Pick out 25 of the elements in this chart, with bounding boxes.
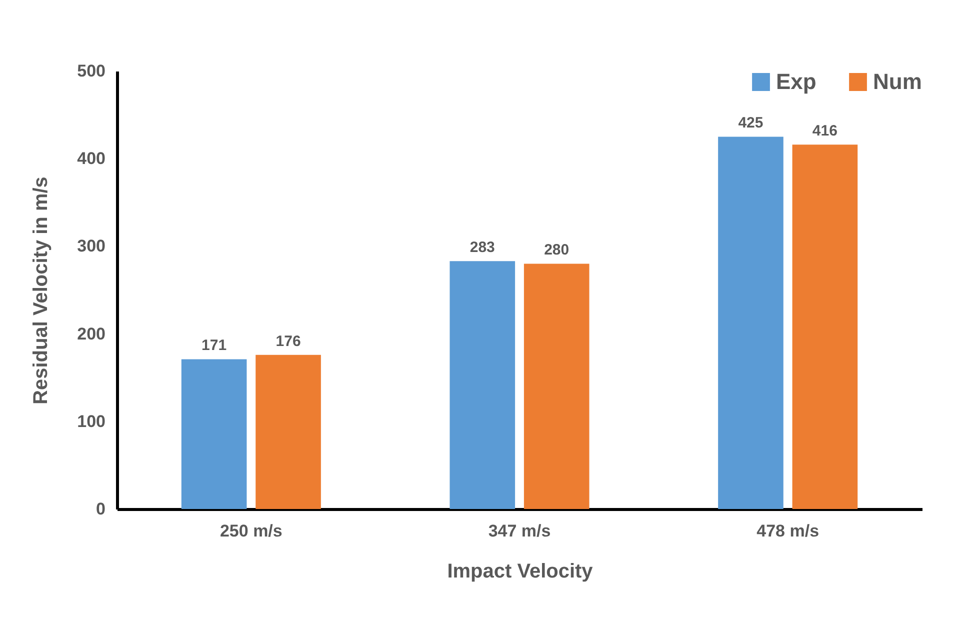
x-tick-label: 347 m/s bbox=[488, 522, 551, 540]
y-tick-label: 0 bbox=[96, 500, 106, 518]
y-axis-title: Residual Velocity in m/s bbox=[30, 176, 52, 404]
bar bbox=[450, 261, 516, 509]
data-label: 280 bbox=[544, 242, 570, 259]
x-axis-title: Impact Velocity bbox=[447, 560, 594, 582]
bar bbox=[718, 136, 784, 509]
data-label: 425 bbox=[738, 114, 764, 132]
y-tick-label: 200 bbox=[77, 324, 106, 344]
y-tick-label: 500 bbox=[77, 62, 106, 80]
y-tick-label: 100 bbox=[77, 412, 106, 431]
bar bbox=[792, 144, 858, 509]
bar bbox=[181, 359, 247, 509]
y-tick-label: 300 bbox=[77, 236, 106, 256]
data-label: 176 bbox=[276, 332, 301, 350]
bar bbox=[256, 354, 321, 509]
data-label: 283 bbox=[470, 239, 495, 256]
data-label: 416 bbox=[812, 122, 838, 140]
data-label: 171 bbox=[202, 337, 227, 354]
bar bbox=[524, 264, 590, 509]
legend-label: Exp bbox=[776, 69, 816, 94]
y-tick-label: 400 bbox=[77, 149, 106, 168]
x-tick-label: 250 m/s bbox=[220, 522, 282, 540]
x-tick-label: 478 m/s bbox=[756, 522, 820, 540]
legend-label: Num bbox=[873, 69, 922, 94]
